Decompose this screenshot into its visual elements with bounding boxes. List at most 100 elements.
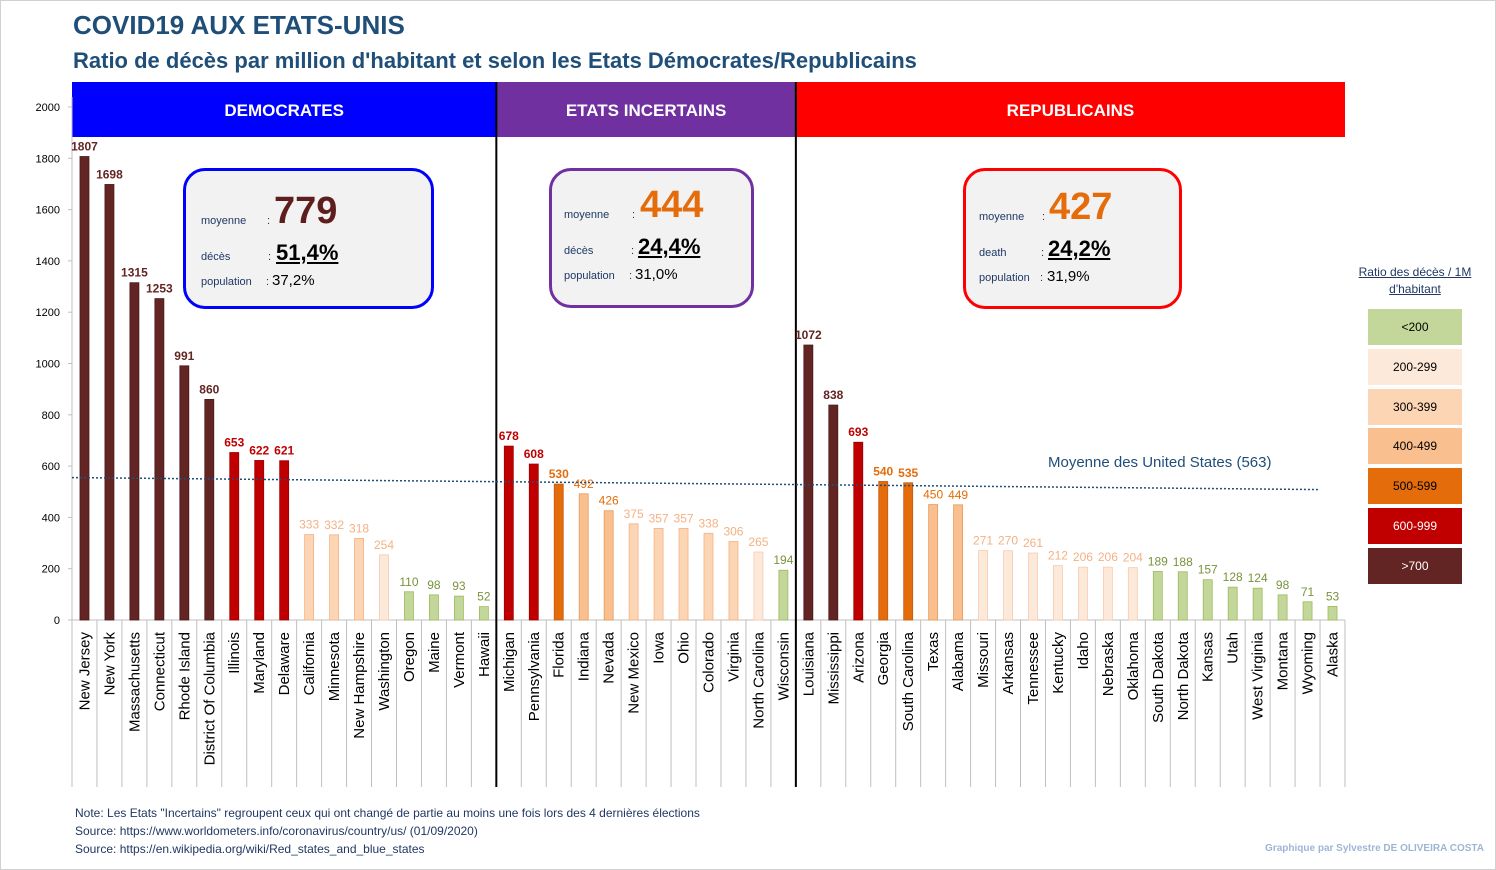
population-label: population (201, 276, 252, 288)
category-label: Connecticut (151, 631, 168, 711)
data-label: 1315 (121, 266, 148, 280)
data-label: 128 (1223, 570, 1243, 584)
legend-item-400-499: 400-499 (1368, 428, 1462, 464)
data-label: 492 (574, 477, 594, 491)
category-label: Indiana (576, 631, 593, 681)
incertains-summary-box (549, 168, 754, 308)
category-label: Ohio (676, 632, 693, 664)
bar-new-hampshire (354, 538, 364, 621)
bar-alaska (1327, 606, 1338, 621)
data-label: 318 (349, 521, 369, 535)
bar-california (304, 534, 315, 621)
data-label: 1698 (96, 167, 123, 181)
category-label: Wyoming (1300, 632, 1317, 694)
data-label: 265 (748, 535, 768, 549)
bar-north-carolina (753, 551, 764, 621)
population-colon: : (629, 270, 633, 282)
category-label: Arizona (850, 631, 867, 683)
category-label: Maryland (251, 632, 268, 694)
population-value: 31,9% (1047, 268, 1090, 285)
bar-oklahoma (1127, 567, 1138, 621)
source-line-wikipedia: Source: https://en.wikipedia.org/wiki/Re… (75, 842, 425, 856)
data-label: 621 (274, 444, 294, 458)
category-label: Missouri (975, 632, 992, 688)
population-label: population (979, 272, 1030, 284)
group-header-2 (496, 82, 796, 137)
category-label: Alaska (1325, 631, 1342, 677)
y-tick-label: 200 (42, 564, 60, 576)
data-label: 52 (477, 590, 491, 604)
y-tick-label: 1600 (36, 205, 60, 217)
bar-connecticut (154, 298, 165, 621)
category-label: Florida (551, 631, 568, 678)
category-label: Rhode Island (176, 632, 193, 720)
data-label: 540 (873, 464, 893, 478)
category-label: New York (101, 632, 118, 696)
bar-minnesota (329, 534, 339, 621)
data-label: 450 (923, 488, 943, 502)
data-label: 93 (452, 579, 466, 593)
deaths-colon: : (1041, 247, 1045, 259)
bar-wyoming (1302, 601, 1313, 621)
mean-colon: : (1042, 211, 1046, 223)
data-label: 71 (1301, 585, 1315, 599)
data-label: 157 (1198, 563, 1218, 577)
y-tick-label: 1800 (36, 153, 60, 165)
category-label: Nevada (601, 631, 618, 683)
legend-item-under-200: <200 (1368, 309, 1462, 345)
bar-iowa (653, 528, 664, 621)
bar-alabama (953, 504, 964, 621)
source-line-worldometers: Source: https://www.worldometers.info/co… (75, 824, 478, 838)
category-label: South Carolina (900, 631, 917, 731)
data-label: 306 (723, 525, 743, 539)
data-label: 98 (427, 578, 441, 592)
data-label: 357 (649, 511, 669, 525)
population-value: 37,2% (272, 272, 315, 289)
deaths-colon: : (268, 251, 272, 263)
data-label: 1253 (146, 282, 173, 296)
y-tick-label: 800 (42, 410, 60, 422)
data-label: 991 (174, 349, 194, 363)
category-label: South Dakota (1150, 631, 1167, 723)
category-label: Oregon (401, 632, 418, 682)
category-label: Georgia (875, 631, 892, 685)
bar-delaware (279, 460, 290, 621)
data-label: 189 (1148, 555, 1168, 569)
population-colon: : (1040, 272, 1044, 284)
deaths-value: 51,4% (276, 240, 339, 265)
data-label: 98 (1276, 578, 1290, 592)
mean-value: 444 (640, 184, 704, 226)
bar-wisconsin (778, 569, 789, 621)
us-average-label: Moyenne des United States (563) (1048, 454, 1271, 471)
data-label: 622 (249, 443, 269, 457)
bar-kansas (1202, 579, 1213, 621)
bar-missouri (978, 550, 988, 621)
category-label: Michigan (501, 632, 518, 692)
data-label: 838 (823, 388, 843, 402)
us-average-line (71, 476, 1321, 491)
bar-montana (1277, 594, 1288, 621)
bar-florida (553, 483, 564, 621)
category-label: Vermont (451, 631, 468, 688)
y-tick-label: 400 (42, 512, 60, 524)
category-label: New Hampshire (351, 632, 368, 739)
deaths-label: décès (201, 251, 231, 263)
data-label: 860 (199, 382, 219, 396)
republicains-summary-box (963, 168, 1182, 309)
legend-title: Ratio des décès / 1M d'habitant (1358, 265, 1472, 296)
mean-value: 427 (1049, 186, 1113, 228)
population-label: population (564, 270, 615, 282)
category-label: California (301, 631, 318, 695)
data-label: 188 (1173, 555, 1193, 569)
category-label: Maine (426, 632, 443, 673)
group-header-3 (795, 82, 1345, 137)
bar-district-of-columbia (204, 399, 215, 621)
bar-vermont (453, 595, 464, 621)
bar-louisiana (803, 344, 814, 621)
group-header-label: ETATS INCERTAINS (566, 101, 727, 120)
data-label: 332 (324, 518, 344, 532)
data-label: 535 (898, 466, 918, 480)
y-tick-label: 1000 (36, 359, 60, 371)
mean-label: moyenne (564, 209, 610, 221)
category-label: Kansas (1200, 632, 1217, 682)
